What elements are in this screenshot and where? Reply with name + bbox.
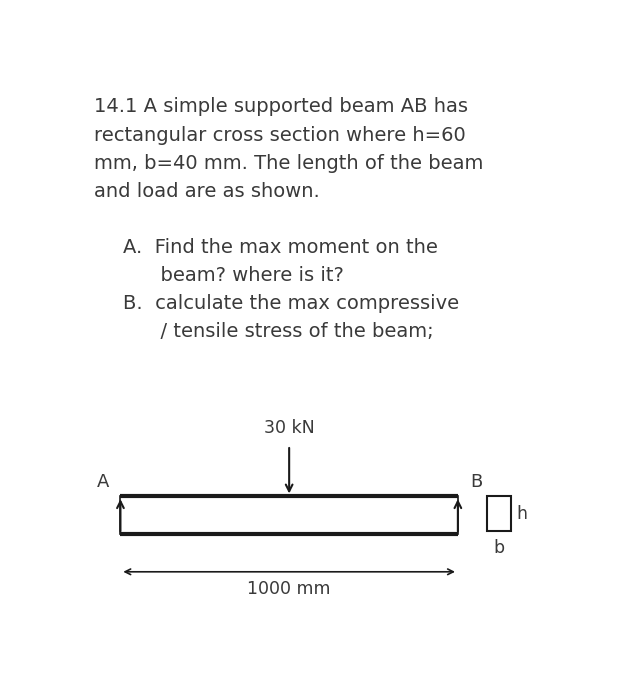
Text: mm, b=40 mm. The length of the beam: mm, b=40 mm. The length of the beam	[93, 153, 483, 172]
Text: A.  Find the max moment on the: A. Find the max moment on the	[123, 237, 438, 257]
Text: rectangular cross section where h=60: rectangular cross section where h=60	[93, 125, 465, 144]
Text: beam? where is it?: beam? where is it?	[123, 265, 344, 285]
Bar	[121, 496, 458, 534]
Text: A: A	[97, 473, 110, 491]
Text: h: h	[517, 505, 528, 523]
Text: / tensile stress of the beam;: / tensile stress of the beam;	[123, 322, 433, 341]
Text: and load are as shown.: and load are as shown.	[93, 181, 319, 201]
Text: b: b	[493, 540, 505, 557]
Bar	[487, 496, 510, 531]
Text: B: B	[470, 473, 482, 491]
Text: B.  calculate the max compressive: B. calculate the max compressive	[123, 294, 459, 313]
Text: 30 kN: 30 kN	[264, 419, 314, 437]
Text: 14.1 A simple supported beam AB has: 14.1 A simple supported beam AB has	[93, 97, 468, 116]
Text: 1000 mm: 1000 mm	[247, 580, 331, 598]
